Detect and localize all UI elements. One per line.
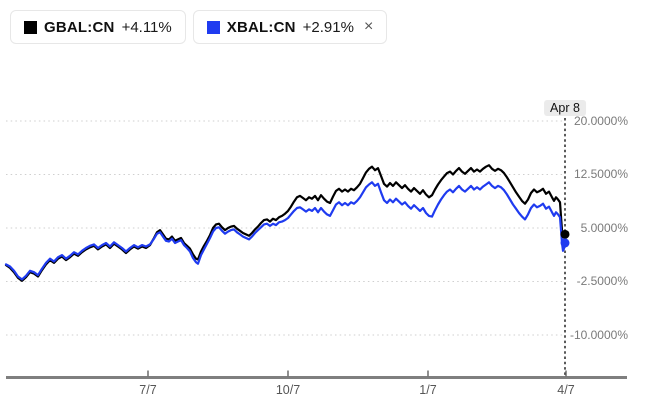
legend-chip-xbal[interactable]: XBAL:CN +2.91% × [192, 10, 388, 44]
end-dot-gbal [560, 229, 570, 239]
y-tick-label: 20.0000% [573, 114, 628, 128]
gbal-ticker-label: GBAL:CN [44, 18, 115, 36]
xbal-change-value: +2.91% [302, 18, 354, 36]
close-icon[interactable]: × [363, 18, 374, 35]
y-tick-label: -10.0000% [569, 327, 628, 342]
gbal-color-swatch [24, 20, 37, 34]
series-line-xbal [4, 181, 567, 281]
x-tick-label: 10/7 [275, 383, 301, 397]
gbal-change-value: +4.11% [121, 18, 172, 36]
y-tick-label: 12.5000% [573, 167, 628, 182]
y-axis-labels: 20.0000% 12.5000% 5.0000% -2.5000% -10.0000% [538, 0, 628, 412]
date-annotation: Apr 8 [544, 100, 586, 116]
x-tick-label: 1/7 [419, 383, 437, 397]
x-tick-label: 7/7 [139, 383, 157, 397]
x-tick-label: 4/7 [557, 383, 575, 397]
legend: GBAL:CN +4.11% XBAL:CN +2.91% × [10, 10, 388, 44]
legend-chip-gbal[interactable]: GBAL:CN +4.11% [10, 10, 186, 44]
y-tick-label: -2.5000% [576, 274, 628, 289]
series-line-gbal [4, 164, 567, 282]
xbal-color-swatch [206, 20, 220, 34]
y-tick-label: 5.0000% [580, 220, 628, 235]
xbal-ticker-label: XBAL:CN [226, 18, 296, 36]
end-dot-xbal [560, 238, 570, 248]
